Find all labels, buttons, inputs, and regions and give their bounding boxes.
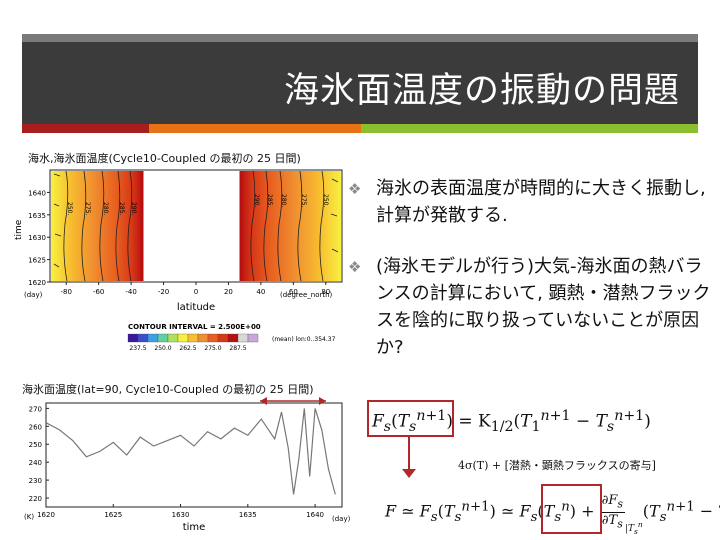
figure1-contours-left [53, 170, 133, 282]
bullet-text-2: (海氷モデルが行う)大気-海氷面の熱バランスの計算において, 顕熱・潜熱フラック… [376, 256, 711, 358]
contour-label-left: 290. [130, 202, 137, 215]
contour-label-left: 250. [66, 202, 73, 215]
contour-label-right: 290. [253, 194, 260, 207]
figure2-xtick-label: 1625 [104, 511, 122, 519]
colorbar-swatch [147, 333, 159, 343]
title-bar: 海氷面温度の振動の問題 [22, 42, 698, 124]
figure1-xtick-label: 40 [256, 288, 265, 296]
figure1-xtick-label: 0 [194, 288, 198, 296]
colorbar-swatch [247, 333, 259, 343]
down-arrow-line [408, 437, 410, 471]
figure1-ytick-label: 1630 [28, 234, 46, 242]
figure2-xlabel: time [183, 522, 206, 533]
figure1-xticks: -80 -60 -40 -20 0 20 40 60 80 [61, 282, 330, 296]
figure1-xtick-label: -40 [125, 288, 136, 296]
equation-1: Fs(Tsn+1) = K1/2(T1n+1 − Tsn+1) [372, 408, 651, 436]
colorbar-swatch [127, 333, 139, 343]
eq3-lhs: F ≃ F [385, 501, 431, 521]
colorbar-swatch [137, 333, 149, 343]
figure1-xtick-label: 60 [289, 288, 298, 296]
contour-label-left: 275. [84, 202, 91, 215]
colorbar-tick-label: 237.5 [129, 345, 146, 352]
figure1-xtick-label: 20 [224, 288, 233, 296]
colorbar-ticks: 237.5 250.0 262.5 275.0 287.5 [129, 345, 246, 352]
contour-label-right: 285. [266, 194, 273, 207]
figure2-caption: 海氷面温度(lat=90, Cycle10-Coupled の最初の 25 日間… [22, 383, 314, 396]
figure1-ytick-label: 1640 [28, 189, 46, 197]
equation-1-highlight-box [367, 400, 454, 437]
colorbar-swatch [217, 333, 229, 343]
mean-note: (mean) lon:0..354.37 [272, 336, 336, 343]
eq1-lhs: F [372, 411, 384, 432]
figure2-xtick-label: 1630 [172, 511, 190, 519]
contour-label-right: 275. [300, 194, 307, 207]
eq1-rhs: = K [458, 411, 491, 432]
contour-label-left: 280. [102, 202, 109, 215]
figure2-ytick-label: 240 [29, 459, 42, 467]
oscillation-range-arrow [260, 397, 326, 405]
figure2-xtick-label: 1640 [306, 511, 324, 519]
colorbar-swatch [187, 333, 199, 343]
down-arrow-icon [402, 469, 416, 478]
colorbar-tick-label: 250.0 [154, 345, 171, 352]
figure2-ytick-label: 250 [29, 441, 42, 449]
figure1-x-unit-right: (degree_north) [280, 291, 333, 299]
equation-3: F ≃ Fs(Tsn+1) ≃ Fs(Tsn) + ∂Fs ∂Ts |Tsn(Tsn… [385, 493, 720, 536]
colorbar-tick-label: 287.5 [229, 345, 246, 352]
figure1-contours-right [250, 170, 339, 282]
figure1-contour-labels: 250. 275. 280. 285. 290. 290. 285. 280. 275. 250. [66, 194, 329, 215]
figure1-x-unit-left: (day) [24, 291, 43, 299]
figure2-x-unit-left: (K) [24, 513, 34, 521]
colorbar-swatch [197, 333, 209, 343]
figure1-xtick-label: -60 [93, 288, 104, 296]
colorbar-swatch [177, 333, 189, 343]
colorbar-tick-label: 275.0 [204, 345, 221, 352]
accent-stripe-orange [149, 124, 361, 133]
equation-2: 4σ(T) + [潜熱・顕熱フラックスの寄与] [458, 459, 656, 472]
figure1-xtick-label: -20 [158, 288, 169, 296]
contour-map-chart: time 1620 1625 1630 1635 1640 250. 275. 280. 28… [14, 169, 343, 352]
figure1-ytick-label: 1620 [28, 279, 46, 287]
sea-ice-temperature-series [45, 408, 336, 495]
figure1-field-right [240, 171, 341, 281]
figure2-x-unit-right: (day) [332, 515, 350, 523]
figure2-xticks: 1620 1625 1630 1635 1640 [37, 504, 324, 519]
figure1-ylabel: time [14, 219, 24, 240]
contour-label-left: 285. [118, 202, 125, 215]
colorbar-swatch [167, 333, 179, 343]
equation-3-highlight-box [541, 484, 602, 534]
colorbar-swatch [227, 333, 239, 343]
accent-stripe-red [22, 124, 149, 133]
diamond-bullet-icon: ❖ [348, 258, 362, 276]
figure1-caption: 海水,海氷面温度(Cycle10-Coupled の最初の 25 日間) [28, 152, 301, 165]
figure2-yticks: 220 230 240 250 260 270 [29, 405, 49, 503]
figure2-ytick-label: 270 [29, 405, 42, 413]
figure1-xtick-label: -80 [61, 288, 72, 296]
figure1-yticks: 1620 1625 1630 1635 1640 [28, 189, 50, 287]
colorbar [127, 333, 259, 343]
colorbar-swatch [207, 333, 219, 343]
figure2-ytick-label: 220 [29, 495, 42, 503]
diamond-bullet-icon: ❖ [348, 180, 362, 198]
contour-interval-label: CONTOUR INTERVAL = 2.500E+00 [128, 323, 261, 331]
colorbar-swatch [237, 333, 249, 343]
figure2-ytick-label: 260 [29, 423, 42, 431]
accent-stripe-green [361, 124, 698, 133]
colorbar-tick-label: 262.5 [179, 345, 196, 352]
figure1-xlabel: latitude [177, 302, 215, 313]
title-bar-top-stripe [22, 34, 698, 42]
figure1-xtick-label: 80 [321, 288, 330, 296]
contour-label-right: 280. [280, 194, 287, 207]
figure2-xtick-label: 1620 [37, 511, 55, 519]
contour-label-right: 250. [322, 194, 329, 207]
figure1-ytick-label: 1635 [28, 212, 46, 220]
figure2-xtick-label: 1635 [239, 511, 257, 519]
figure1-field-left [51, 171, 143, 281]
figure2-ytick-label: 230 [29, 477, 42, 485]
figure1-ytick-label: 1625 [28, 257, 46, 265]
slide-title: 海氷面温度の振動の問題 [283, 71, 680, 111]
bullet-text-1: 海氷の表面温度が時間的に大きく振動し, 計算が発散する. [376, 178, 706, 226]
colorbar-swatch [157, 333, 169, 343]
